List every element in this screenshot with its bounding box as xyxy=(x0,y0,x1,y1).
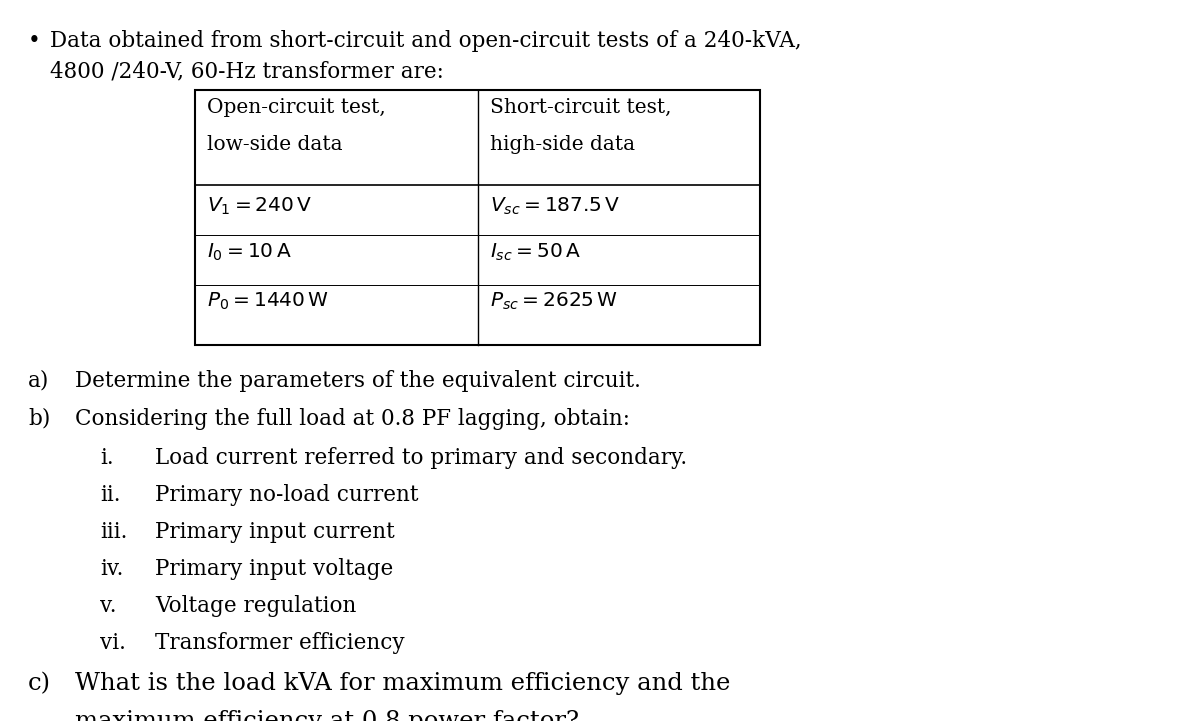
Text: $V_1 = 240\,\mathrm{V}$: $V_1 = 240\,\mathrm{V}$ xyxy=(208,196,312,217)
Text: low-side data: low-side data xyxy=(208,135,343,154)
Text: Primary no-load current: Primary no-load current xyxy=(155,484,419,506)
Text: iv.: iv. xyxy=(100,558,124,580)
Text: ii.: ii. xyxy=(100,484,120,506)
Text: Short-circuit test,: Short-circuit test, xyxy=(490,98,672,117)
Text: Load current referred to primary and secondary.: Load current referred to primary and sec… xyxy=(155,447,688,469)
Text: Open-circuit test,: Open-circuit test, xyxy=(208,98,385,117)
Text: iii.: iii. xyxy=(100,521,127,543)
Bar xyxy=(194,90,760,345)
Text: v.: v. xyxy=(100,595,116,617)
Text: b): b) xyxy=(28,408,50,430)
Text: a): a) xyxy=(28,370,49,392)
Text: high-side data: high-side data xyxy=(490,135,635,154)
Text: Voltage regulation: Voltage regulation xyxy=(155,595,356,617)
Text: Data obtained from short-circuit and open-circuit tests of a 240-kVA,: Data obtained from short-circuit and ope… xyxy=(50,30,802,52)
Text: Considering the full load at 0.8 PF lagging, obtain:: Considering the full load at 0.8 PF lagg… xyxy=(74,408,630,430)
Text: i.: i. xyxy=(100,447,114,469)
Text: $V_{sc} = 187.5\,\mathrm{V}$: $V_{sc} = 187.5\,\mathrm{V}$ xyxy=(490,196,620,217)
Text: Primary input voltage: Primary input voltage xyxy=(155,558,394,580)
Text: $P_{sc} = 2625\,\mathrm{W}$: $P_{sc} = 2625\,\mathrm{W}$ xyxy=(490,291,618,312)
Text: $I_{sc} = 50\,\mathrm{A}$: $I_{sc} = 50\,\mathrm{A}$ xyxy=(490,242,581,263)
Text: c): c) xyxy=(28,672,50,695)
Text: Determine the parameters of the equivalent circuit.: Determine the parameters of the equivale… xyxy=(74,370,641,392)
Text: $I_0 = 10\,\mathrm{A}$: $I_0 = 10\,\mathrm{A}$ xyxy=(208,242,292,263)
Text: Primary input current: Primary input current xyxy=(155,521,395,543)
Text: vi.: vi. xyxy=(100,632,126,654)
Text: What is the load kVA for maximum efficiency and the: What is the load kVA for maximum efficie… xyxy=(74,672,731,695)
Text: 4800 /240-V, 60-Hz transformer are:: 4800 /240-V, 60-Hz transformer are: xyxy=(50,60,444,82)
Text: $P_0 = 1440\,\mathrm{W}$: $P_0 = 1440\,\mathrm{W}$ xyxy=(208,291,329,312)
Text: •: • xyxy=(28,30,41,52)
Text: Transformer efficiency: Transformer efficiency xyxy=(155,632,404,654)
Text: maximum efficiency at 0.8 power factor?: maximum efficiency at 0.8 power factor? xyxy=(74,710,580,721)
